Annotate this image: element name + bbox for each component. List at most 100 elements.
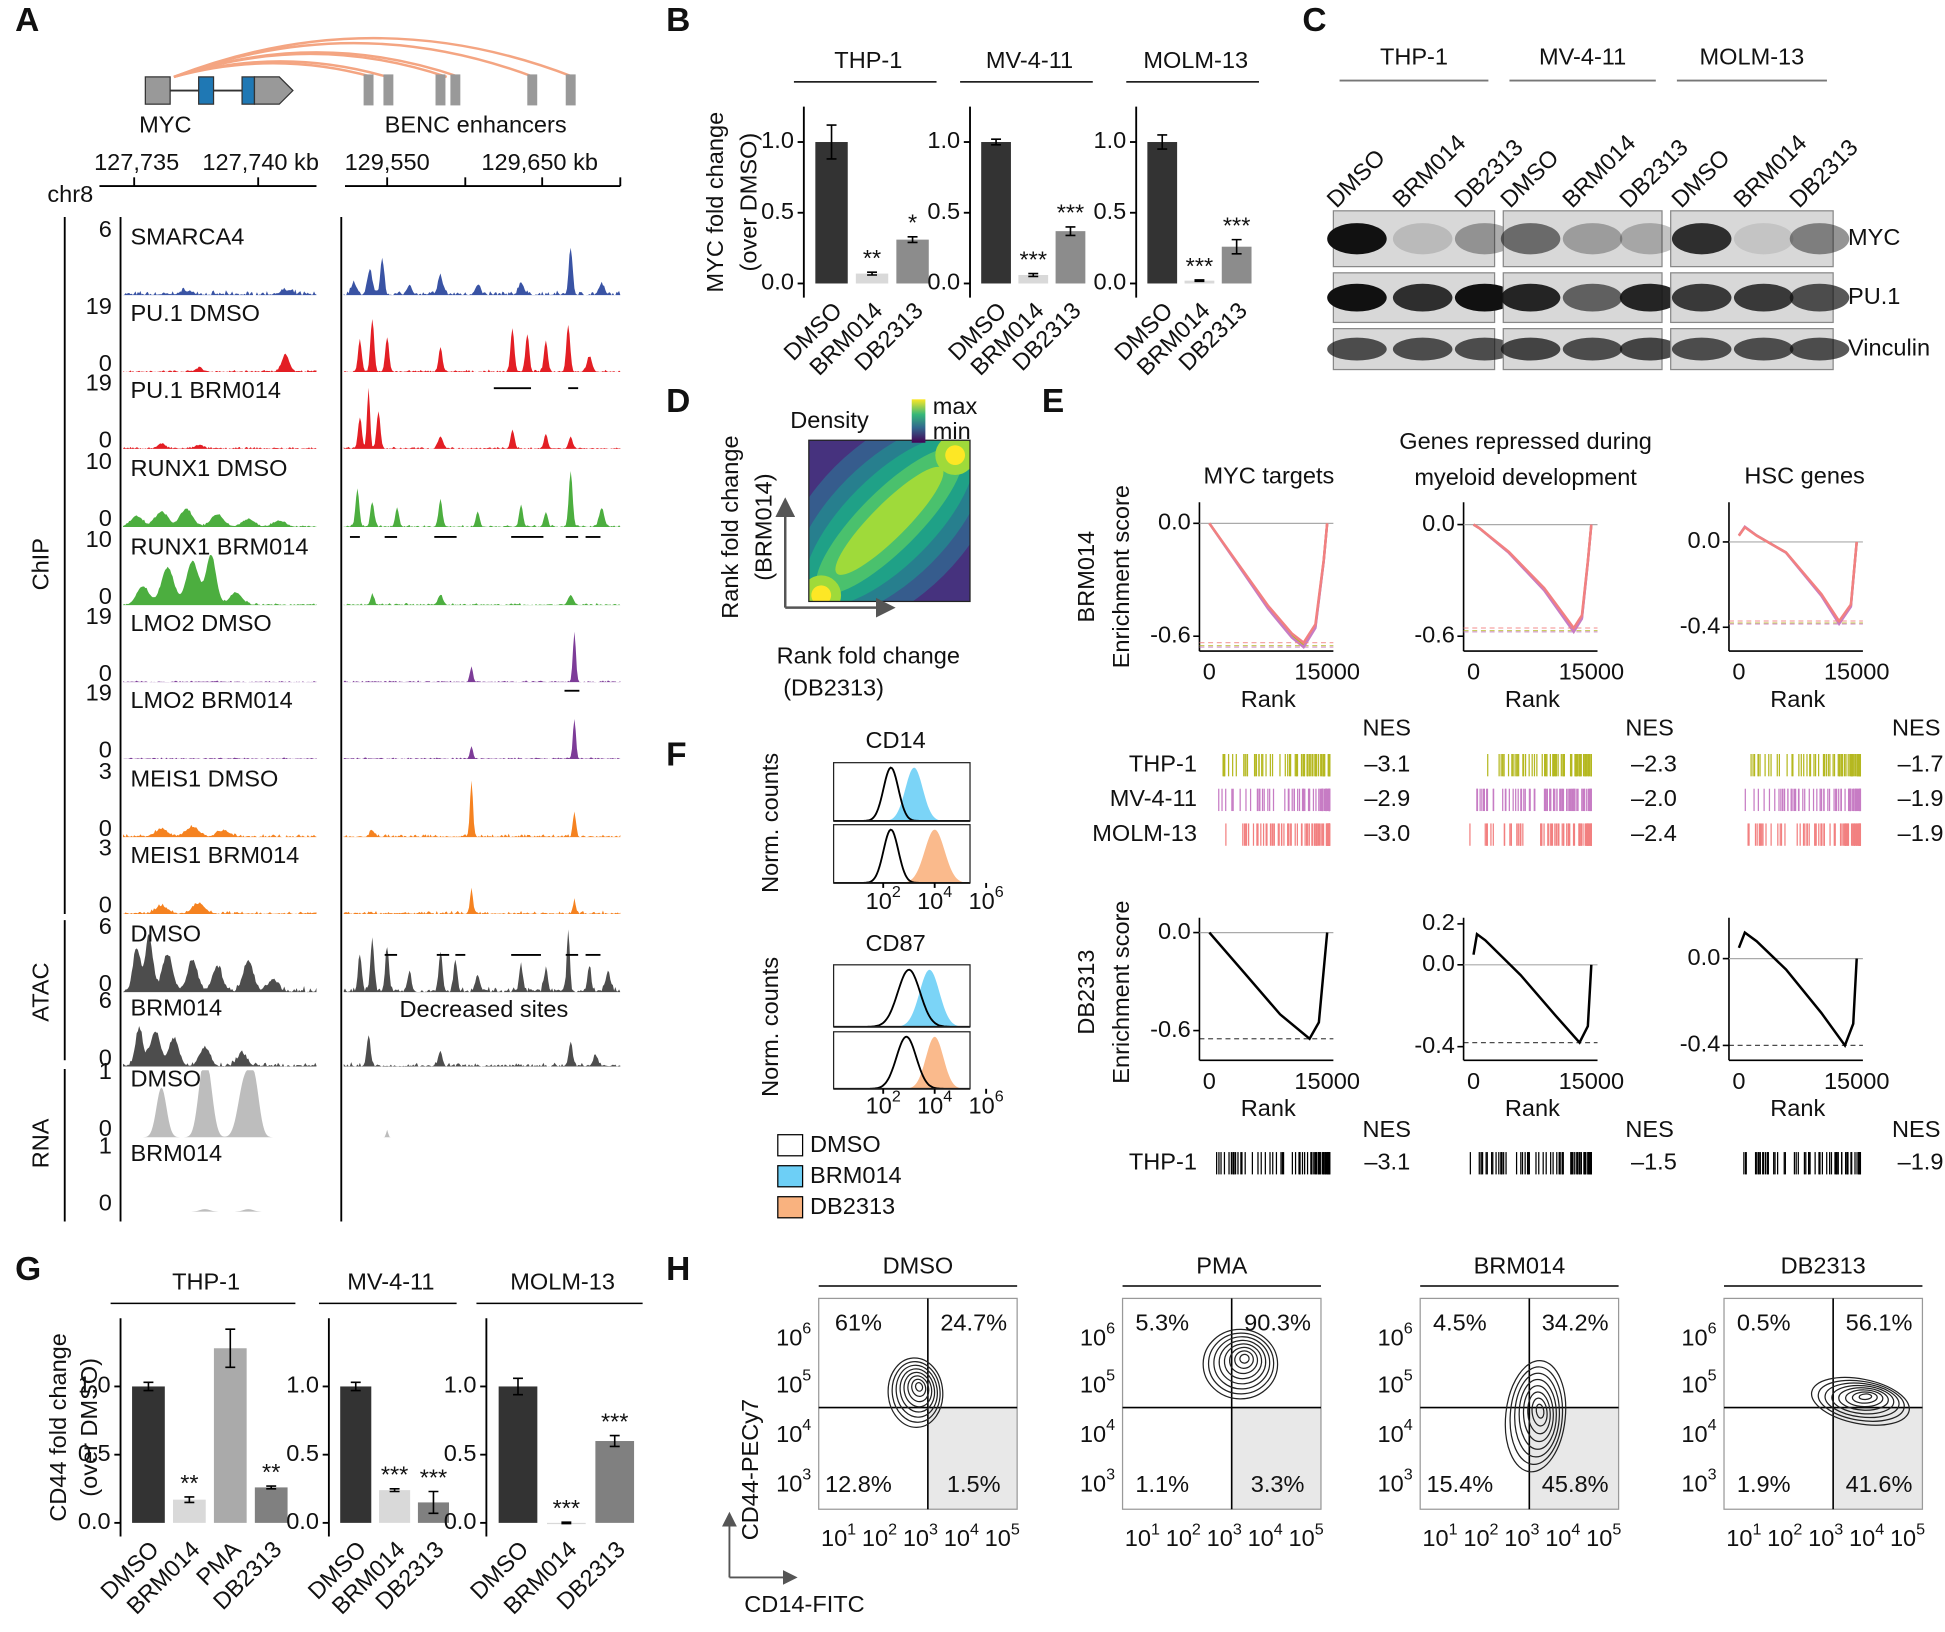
nes-header: NES <box>1362 1116 1410 1142</box>
lane-label: DMSO <box>1322 144 1390 212</box>
x-tick-label-base: 10 <box>969 888 995 914</box>
band <box>1500 283 1561 312</box>
enrichment-curve <box>1208 522 1329 649</box>
flow-title: DB2313 <box>1781 1253 1866 1279</box>
significance: *** <box>1186 253 1214 279</box>
bar <box>1055 231 1086 284</box>
y-tick-label-base: 10 <box>776 1421 802 1447</box>
contour <box>1504 1360 1567 1473</box>
y-tick-label: -0.4 <box>1680 612 1721 638</box>
x-tick-label-exp: 2 <box>1490 1521 1499 1539</box>
significance: *** <box>420 1464 447 1490</box>
signal-track <box>123 757 317 759</box>
contour <box>1810 1376 1910 1426</box>
error-bar <box>1065 226 1076 237</box>
enhancer-label: BENC enhancers <box>385 112 567 138</box>
legend-label: DB2313 <box>810 1193 895 1219</box>
x-tick-label-exp: 1 <box>1151 1521 1160 1539</box>
x-tick-label: 102 <box>1767 1521 1802 1552</box>
contour <box>1522 1385 1554 1443</box>
x-tick-label-exp: 5 <box>1011 1521 1020 1539</box>
x-tick-label: 15000 <box>1824 659 1889 685</box>
enhancer <box>383 74 394 106</box>
panel-letter: A <box>15 2 39 39</box>
panel-letter: F <box>666 736 686 773</box>
error-bar <box>350 1381 361 1392</box>
panel-letter: H <box>666 1251 690 1288</box>
x-tick-label-exp: 4 <box>943 1088 952 1106</box>
gene-exon <box>144 76 171 105</box>
cell-line-header: MOLM-13 <box>1700 44 1805 70</box>
y-tick-label: 105 <box>1681 1367 1716 1398</box>
bar <box>1147 142 1178 284</box>
signal-track <box>343 929 621 993</box>
y-tick-label: 104 <box>1378 1416 1413 1447</box>
track-min: 0 <box>99 505 112 531</box>
quadrant-percent: 3.3% <box>1251 1471 1305 1497</box>
density-legend-label: min <box>933 418 971 444</box>
protein-label: Vinculin <box>1848 334 1930 360</box>
y-tick-label-exp: 6 <box>802 1320 811 1338</box>
track-min: 0 <box>99 1115 112 1141</box>
y-tick-label: 0.0 <box>286 1508 319 1534</box>
histogram-title: CD14 <box>866 727 926 753</box>
x-tick-label-base: 10 <box>1289 1525 1315 1551</box>
x-tick-label: 103 <box>1808 1521 1843 1552</box>
band <box>1454 337 1515 361</box>
y-tick-label-exp: 6 <box>1106 1320 1115 1338</box>
y-axis-label: Enrichment score <box>1108 485 1134 668</box>
track-min: 0 <box>99 350 112 376</box>
band <box>1392 337 1453 361</box>
contour <box>1858 1393 1873 1401</box>
gsea-title: HSC genes <box>1744 463 1864 489</box>
bar <box>132 1386 165 1523</box>
bar <box>896 239 929 284</box>
track-min: 0 <box>99 737 112 763</box>
nes-value: –3.0 <box>1364 820 1410 846</box>
nes-header: NES <box>1362 714 1410 740</box>
y-axis-label: Rank fold change <box>717 435 743 618</box>
track-name: LMO2 BRM014 <box>130 687 292 713</box>
bar <box>340 1386 372 1523</box>
track-name: PU.1 DMSO <box>130 300 260 326</box>
y-tick-label: 1.0 <box>286 1372 319 1398</box>
band <box>1500 337 1561 361</box>
x-tick-label-base: 10 <box>1125 1525 1151 1551</box>
x-tick-label: 0 <box>1203 1068 1216 1094</box>
x-axis-label: Rank <box>1505 1095 1560 1121</box>
chromosome: chr8 <box>47 181 93 207</box>
y-tick-label-exp: 3 <box>802 1466 811 1484</box>
x-tick-label-base: 10 <box>1808 1525 1834 1551</box>
histogram <box>833 767 971 821</box>
band <box>1327 223 1387 255</box>
error-bar <box>389 1487 400 1493</box>
track-name: PU.1 BRM014 <box>130 377 281 403</box>
x-tick-label: 104 <box>1849 1521 1884 1552</box>
y-axis-label: CD44-PECy7 <box>737 1399 763 1540</box>
x-tick-label-base: 10 <box>1726 1525 1752 1551</box>
band <box>1327 283 1387 312</box>
y-tick-label: 0.5 <box>78 1440 111 1466</box>
track-max: 6 <box>99 987 112 1013</box>
contour <box>1218 1339 1267 1385</box>
x-tick-label-base: 10 <box>1586 1525 1612 1551</box>
x-tick-label-base: 10 <box>985 1525 1011 1551</box>
y-axis-label: DB2313 <box>1073 950 1099 1035</box>
contour <box>1844 1389 1884 1408</box>
y-tick-label: 103 <box>1378 1466 1413 1497</box>
quadrant-fill <box>1231 1407 1321 1510</box>
x-tick-label-exp: 4 <box>943 883 952 901</box>
legend-swatch <box>777 1165 804 1188</box>
cell-line-header: MV-4-11 <box>1539 44 1626 70</box>
x-tick-label: 102 <box>866 1088 901 1119</box>
y-tick-label-base: 10 <box>1378 1325 1404 1351</box>
coordinate: 129,550 <box>345 149 430 175</box>
x-axis-label: Rank <box>1241 686 1296 712</box>
x-tick-label: 0 <box>1467 659 1480 685</box>
x-tick-label: 15000 <box>1294 659 1359 685</box>
y-tick-label: 0.5 <box>444 1440 477 1466</box>
y-tick-label-base: 10 <box>1080 1421 1106 1447</box>
flow-title: DMSO <box>883 1253 954 1279</box>
y-tick-label-exp: 4 <box>1708 1416 1717 1434</box>
bar <box>981 142 1011 284</box>
